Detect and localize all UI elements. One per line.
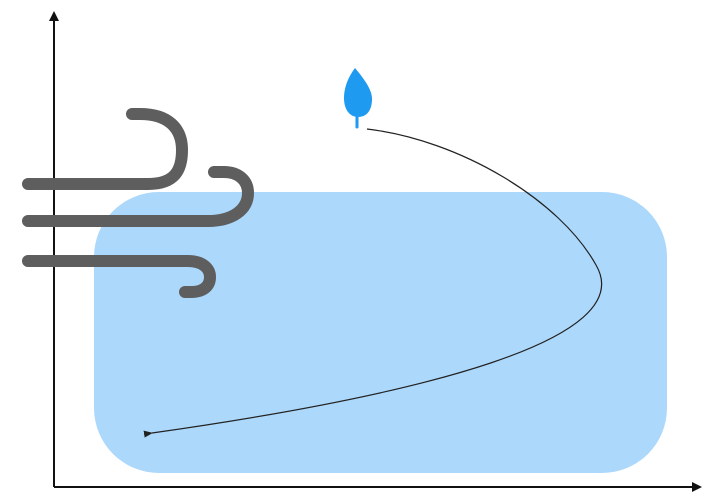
wind-icon (22, 108, 254, 298)
wind-gust-middle (22, 166, 254, 227)
water-region (94, 192, 667, 473)
leaf-icon (344, 68, 372, 129)
wind-gust-top (22, 108, 188, 190)
wind-gust-bottom (22, 255, 216, 298)
leaf-trajectory (143, 128, 603, 438)
leaf-blade (344, 68, 372, 117)
